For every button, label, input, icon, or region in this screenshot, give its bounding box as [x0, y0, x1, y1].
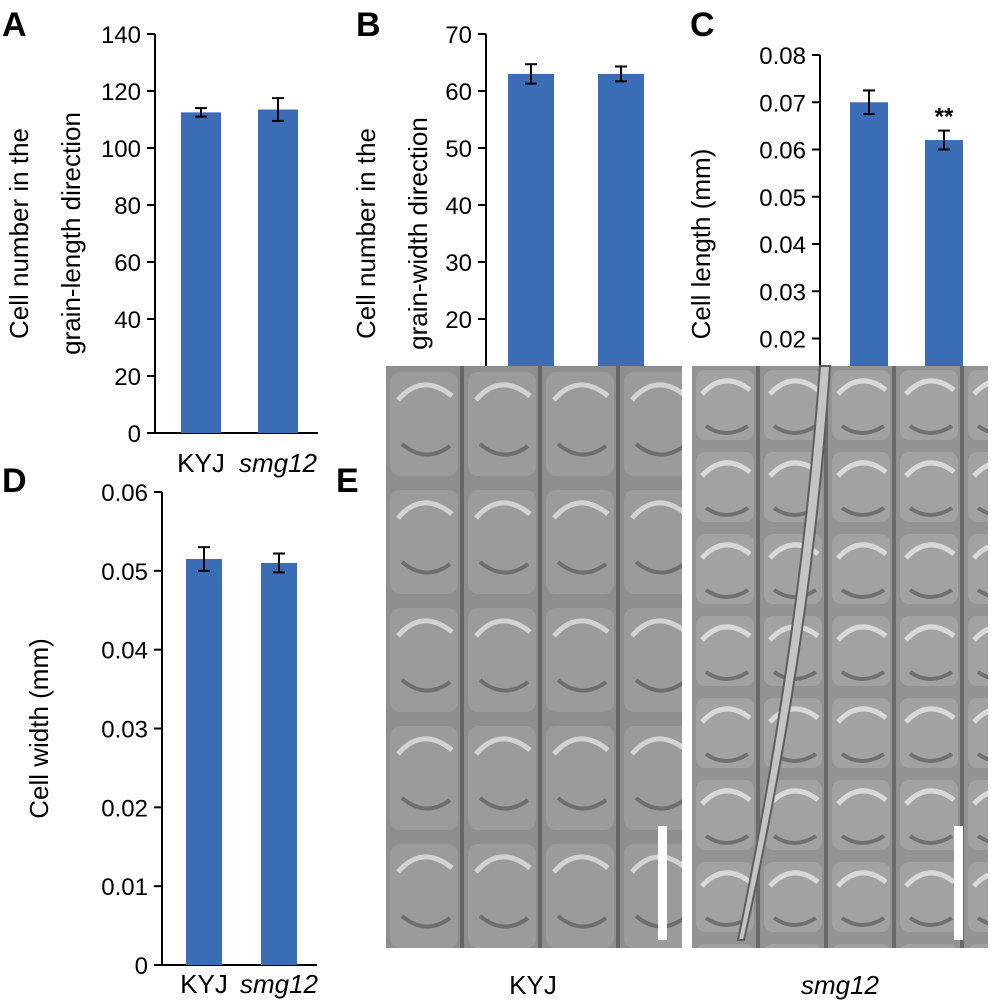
y-axis-label: Cell number in the	[351, 128, 381, 339]
y-axis-label: Cell number in the	[4, 128, 34, 339]
y-tick-label: 0.04	[101, 638, 148, 665]
image-caption-smg12: smg12	[801, 970, 880, 1000]
y-tick-label: 0.05	[759, 185, 806, 212]
y-axis-label: Cell length (mm)	[686, 149, 716, 340]
y-tick-label: 0.07	[759, 90, 806, 117]
y-tick-label: 50	[445, 136, 472, 163]
y-tick-label: 0.03	[759, 279, 806, 306]
y-tick-label: 60	[445, 79, 472, 106]
hair-strand	[736, 365, 832, 941]
category-label: smg12	[240, 969, 319, 999]
sem-image-smg12	[692, 365, 988, 948]
y-tick-label: 30	[445, 250, 472, 277]
y-axis-label: grain-width direction	[403, 117, 433, 350]
y-axis-label: grain-length direction	[56, 112, 86, 355]
y-tick-label: 0.02	[101, 795, 148, 822]
significance-label: **	[935, 104, 954, 131]
y-tick-label: 80	[114, 193, 141, 220]
y-tick-label: 0.04	[759, 232, 806, 259]
y-tick-label: 0.01	[101, 874, 148, 901]
y-tick-label: 20	[114, 364, 141, 391]
scale-bar	[954, 826, 963, 940]
panel-label-c: C	[690, 6, 715, 44]
y-tick-label: 20	[445, 307, 472, 334]
y-tick-label: 140	[101, 22, 141, 49]
y-tick-label: 0	[135, 953, 148, 980]
y-tick-label: 0.05	[101, 559, 148, 586]
category-label: smg12	[239, 448, 318, 478]
bar-smg12	[258, 109, 298, 434]
panel-label-e: E	[336, 462, 359, 500]
panel-label-a: A	[2, 6, 27, 44]
y-tick-label: 0.08	[759, 43, 806, 70]
y-axis-label: Cell width (mm)	[24, 638, 54, 819]
sem-image-kyj	[386, 366, 682, 948]
chart-d: 0 0.01 0.02 0.03 0.04 0.05 0.06 Cell width (mm)…	[24, 480, 319, 999]
y-tick-label: 70	[445, 22, 472, 49]
y-tick-label: 0.03	[101, 717, 148, 744]
y-tick-label: 0	[128, 421, 141, 448]
y-tick-label: 120	[101, 79, 141, 106]
category-label: KYJ	[180, 969, 228, 999]
bar-kyj	[186, 559, 222, 965]
y-tick-label: 0.06	[759, 138, 806, 165]
image-caption-kyj: KYJ	[509, 970, 557, 1000]
y-tick-label: 60	[114, 250, 141, 277]
y-tick-label: 0.02	[759, 327, 806, 354]
panel-label-d: D	[2, 462, 27, 500]
scale-bar	[658, 826, 667, 940]
y-tick-label: 100	[101, 136, 141, 163]
category-label: KYJ	[177, 448, 225, 478]
panel-label-b: B	[356, 6, 381, 44]
y-tick-label: 0.06	[101, 480, 148, 507]
y-tick-label: 40	[445, 193, 472, 220]
bar-kyj	[181, 112, 221, 433]
y-tick-label: 40	[114, 307, 141, 334]
chart-a: 0 20 40 60 80 100 120 140 Cell number in the grai…	[4, 22, 318, 478]
bar-smg12	[261, 562, 297, 965]
